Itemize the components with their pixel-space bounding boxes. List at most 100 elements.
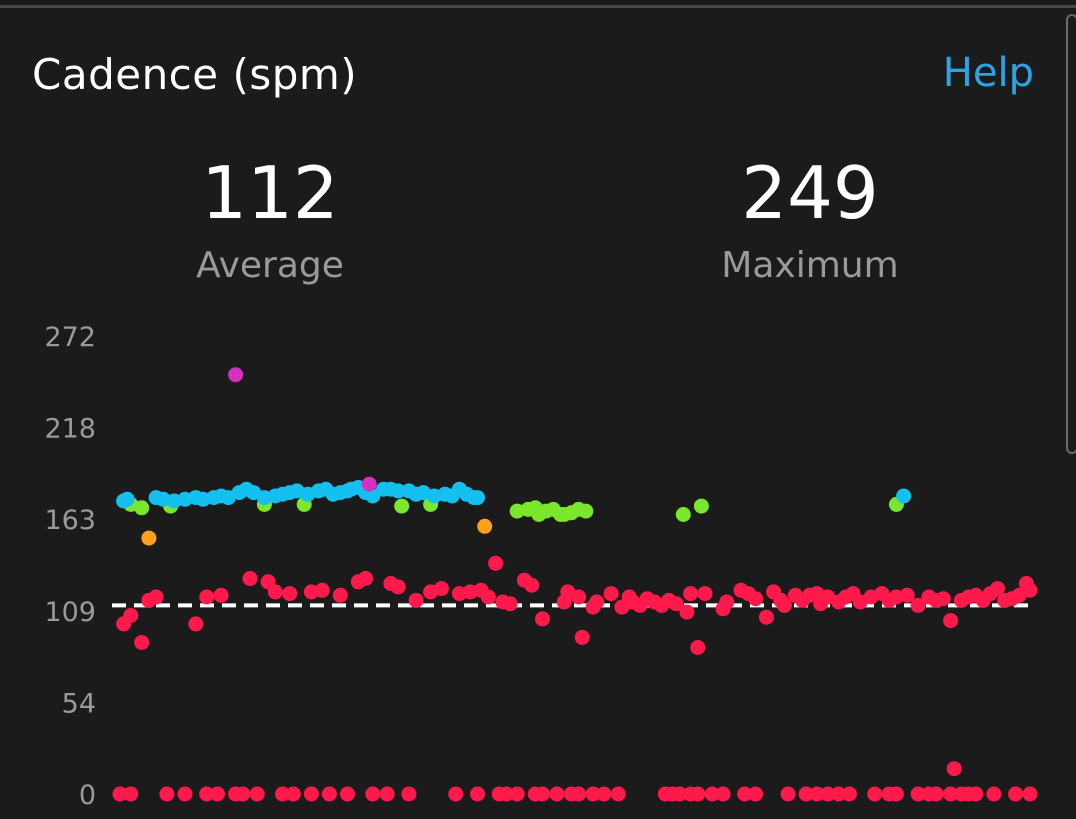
data-point-red: [574, 629, 590, 645]
y-tick-label: 54: [62, 688, 96, 719]
data-point-red: [943, 786, 959, 802]
data-point-red: [1008, 786, 1024, 802]
data-point-red: [719, 594, 735, 610]
y-tick-label: 163: [44, 505, 96, 536]
data-point-red: [596, 786, 612, 802]
data-point-red: [571, 589, 587, 605]
data-point-red: [585, 786, 601, 802]
data-point-red: [549, 786, 565, 802]
data-point-blue: [470, 490, 485, 506]
data-point-red: [809, 786, 825, 802]
data-point-blue: [119, 491, 135, 507]
average-value: 112: [201, 151, 339, 235]
data-point-blue: [365, 488, 381, 504]
data-point-red: [112, 786, 128, 802]
help-link[interactable]: Help: [942, 50, 1034, 96]
data-point-red: [943, 613, 959, 629]
data-point-red: [748, 591, 764, 607]
data-point-red: [748, 786, 764, 802]
data-point-red: [448, 786, 464, 802]
top-divider: [0, 5, 1076, 8]
data-point-red: [535, 611, 550, 627]
data-point-green: [134, 500, 150, 516]
data-point-red: [986, 786, 1002, 802]
data-point-red: [603, 586, 619, 602]
data-point-red: [332, 587, 348, 603]
data-point-red: [303, 786, 319, 802]
data-point-red: [282, 586, 298, 602]
data-point-red: [690, 786, 706, 802]
maximum-value: 249: [741, 151, 879, 235]
data-point-red: [672, 786, 688, 802]
data-point-red: [841, 786, 857, 802]
data-point-red: [990, 581, 1005, 597]
data-point-red: [571, 786, 587, 802]
data-point-red: [433, 581, 449, 597]
data-point-green: [675, 507, 691, 522]
data-point-red: [470, 786, 485, 802]
data-point-purple: [228, 367, 244, 383]
data-point-red: [188, 616, 204, 632]
data-point-red: [668, 596, 684, 612]
data-point-red: [314, 582, 330, 598]
data-point-red: [899, 587, 915, 603]
data-point-red: [758, 609, 774, 625]
data-point-red: [535, 786, 550, 802]
data-point-red: [480, 589, 496, 605]
data-point-red: [401, 786, 417, 802]
data-point-red: [267, 584, 283, 600]
data-point-red: [910, 597, 926, 613]
data-point-red: [498, 786, 514, 802]
data-point-red: [888, 786, 904, 802]
data-point-green: [578, 503, 594, 519]
data-point-orange: [477, 518, 493, 534]
data-point-red: [690, 640, 706, 655]
data-point-blue: [390, 483, 406, 499]
data-point-red: [199, 786, 215, 802]
data-point-red: [935, 591, 951, 607]
data-point-red: [1022, 786, 1038, 802]
data-point-red: [242, 571, 258, 586]
data-point-red: [610, 786, 626, 802]
scroll-edge[interactable]: [1066, 14, 1076, 454]
data-point-red: [249, 786, 265, 802]
data-point-red: [509, 786, 525, 802]
data-point-red: [697, 586, 713, 602]
data-point-red: [123, 608, 139, 623]
maximum-label: Maximum: [721, 245, 899, 286]
data-point-red: [358, 571, 374, 586]
page-title: Cadence (spm): [32, 50, 358, 99]
data-point-red: [199, 589, 215, 605]
data-point-red: [831, 786, 847, 802]
data-point-red: [1022, 582, 1038, 598]
y-tick-label: 272: [44, 322, 96, 353]
data-point-red: [737, 786, 753, 802]
data-point-red: [968, 786, 984, 802]
y-axis: 272 218 163 109 54 0: [44, 322, 96, 811]
data-point-red: [340, 786, 355, 802]
y-tick-label: 109: [44, 597, 96, 628]
data-point-red: [285, 786, 301, 802]
data-point-red: [910, 786, 926, 802]
data-point-red: [704, 786, 720, 802]
data-point-red: [148, 589, 164, 605]
data-point-red: [275, 786, 290, 802]
data-point-red: [715, 786, 731, 802]
data-point-red: [488, 555, 504, 571]
y-tick-label: 0: [79, 780, 96, 811]
data-point-red: [946, 761, 962, 777]
data-point-red: [524, 577, 540, 593]
data-point-red: [379, 786, 395, 802]
data-point-orange: [141, 530, 157, 546]
data-point-red: [928, 786, 944, 802]
average-stat: 112 Average: [70, 157, 470, 286]
data-point-red: [134, 635, 150, 650]
data-point-red: [159, 786, 175, 802]
data-point-red: [820, 786, 836, 802]
data-point-green: [693, 498, 709, 514]
data-point-green: [394, 498, 410, 514]
data-point-red: [502, 596, 518, 612]
data-point-red: [798, 786, 814, 802]
data-point-red: [177, 786, 193, 802]
data-point-red: [776, 597, 792, 613]
